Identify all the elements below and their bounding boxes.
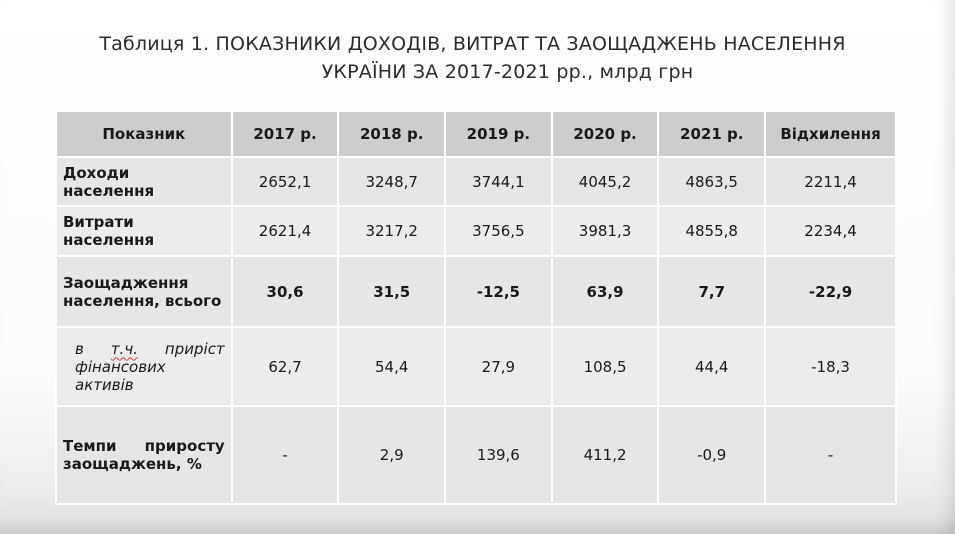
header-2021: 2021 р.	[657, 110, 767, 158]
table-row: Доходи населення 2652,1 3248,7 3744,1 40…	[55, 156, 897, 207]
header-2020: 2020 р.	[550, 110, 660, 158]
table-cell: -	[230, 405, 340, 505]
table-cell: 411,2	[550, 405, 660, 505]
table-cell: 63,9	[550, 255, 660, 328]
table-cell: 3981,3	[550, 205, 660, 257]
title-line-2: УКРАЇНИ ЗА 2017-2021 рр., млрд грн	[321, 61, 694, 83]
table-cell: 30,6	[230, 255, 340, 328]
header-2018: 2018 р.	[337, 110, 447, 158]
table-cell: -18,3	[764, 326, 897, 407]
table-cell: -22,9	[764, 255, 897, 328]
table-cell: 3217,2	[337, 205, 447, 257]
table-row: в т.ч. приріст фінансових активів 62,7 5…	[55, 326, 897, 407]
header-2017: 2017 р.	[230, 110, 340, 158]
table-header-row: Показник 2017 р. 2018 р. 2019 р. 2020 р.…	[55, 110, 897, 158]
table-title: Таблиця 1. ПОКАЗНИКИ ДОХОДІВ, ВИТРАТ ТА …	[40, 30, 935, 86]
label-abbr: т.ч.	[110, 339, 138, 358]
table-cell: 2234,4	[764, 205, 897, 257]
row-label-expenses: Витрати населення	[55, 205, 233, 257]
table-cell: 4045,2	[550, 156, 660, 207]
table-cell: 62,7	[230, 326, 340, 407]
table-cell: 4863,5	[657, 156, 767, 207]
table-cell: 2211,4	[764, 156, 897, 207]
table-cell: -12,5	[444, 255, 553, 328]
row-label-growth-rate: Темпи приросту заощаджень, %	[55, 405, 233, 505]
table-cell: 2,9	[337, 405, 447, 505]
table-cell: 7,7	[657, 255, 767, 328]
table-cell: 3248,7	[337, 156, 447, 207]
table-cell: 2621,4	[230, 205, 340, 257]
table-row: Заощадження населення, всього 30,6 31,5 …	[55, 255, 897, 328]
label-prefix: в	[75, 339, 84, 358]
header-2019: 2019 р.	[444, 110, 553, 158]
title-line-1: Таблиця 1. ПОКАЗНИКИ ДОХОДІВ, ВИТРАТ ТА …	[99, 33, 846, 55]
table-cell: 2652,1	[230, 156, 340, 207]
table-cell: 3756,5	[444, 205, 553, 257]
table-cell: 27,9	[444, 326, 553, 407]
table-cell: -	[764, 405, 897, 505]
header-indicator: Показник	[55, 110, 233, 158]
table-cell: 3744,1	[444, 156, 553, 207]
indicators-table: Показник 2017 р. 2018 р. 2019 р. 2020 р.…	[55, 110, 897, 505]
table-cell: 44,4	[657, 326, 767, 407]
table-cell: 54,4	[337, 326, 447, 407]
row-label-income: Доходи населення	[55, 156, 233, 207]
table-cell: -0,9	[657, 405, 767, 505]
table-cell: 139,6	[444, 405, 553, 505]
table-cell: 108,5	[550, 326, 660, 407]
table-row: Витрати населення 2621,4 3217,2 3756,5 3…	[55, 205, 897, 257]
label-rest: приріст фінансових активів	[75, 339, 225, 394]
header-deviation: Відхилення	[764, 110, 897, 158]
row-label-financial-assets: в т.ч. приріст фінансових активів	[55, 326, 233, 407]
table-cell: 31,5	[337, 255, 447, 328]
table-row: Темпи приросту заощаджень, % - 2,9 139,6…	[55, 405, 897, 505]
table-cell: 4855,8	[657, 205, 767, 257]
row-label-savings: Заощадження населення, всього	[55, 255, 233, 328]
